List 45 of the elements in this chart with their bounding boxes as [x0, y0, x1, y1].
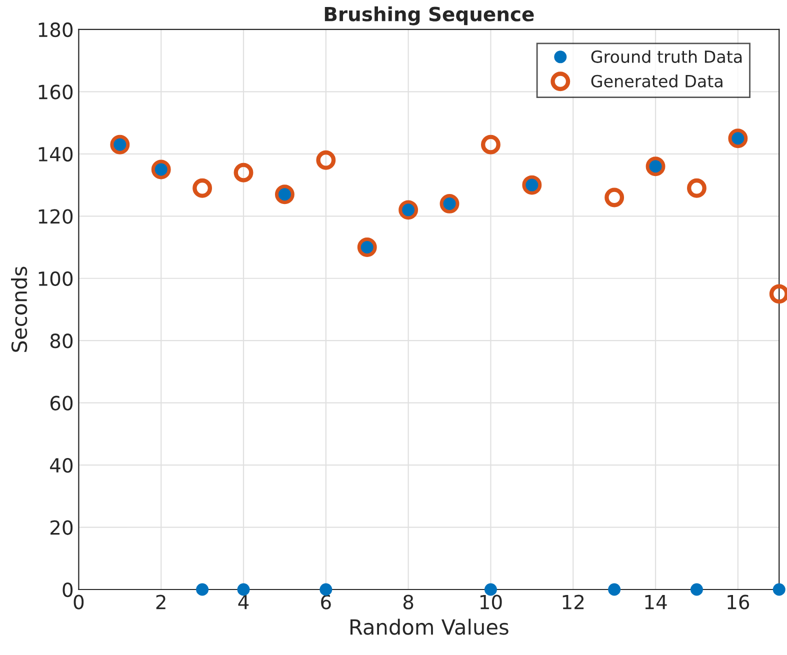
x-axis-title: Random Values [350, 618, 508, 635]
x-tick-label: 4 [238, 594, 249, 610]
point [237, 583, 250, 596]
y-tick-label: 60 [50, 396, 73, 410]
point [690, 583, 703, 596]
point [151, 160, 171, 180]
x-tick-label: 12 [562, 594, 584, 610]
y-tick-label: 140 [38, 146, 73, 162]
point [274, 184, 294, 204]
y-tick-label: 100 [38, 271, 73, 286]
y-tick-label: 160 [38, 84, 73, 100]
x-tick-label: 8 [403, 594, 414, 610]
legend-label: Generated Data [591, 74, 722, 88]
y-tick-label: 40 [50, 458, 73, 473]
point [192, 178, 212, 198]
point [440, 194, 460, 214]
point [604, 188, 624, 208]
point [608, 583, 621, 596]
x-tick-label: 0 [74, 594, 84, 610]
point [728, 128, 748, 148]
point [522, 175, 542, 195]
point [320, 583, 332, 596]
y-tick-label: 0 [62, 582, 73, 598]
y-tick-label: 20 [50, 520, 73, 535]
point [110, 134, 130, 154]
x-tick-label: 14 [645, 594, 667, 610]
point [772, 583, 786, 596]
point [316, 150, 336, 170]
y-tick-label: 120 [38, 209, 73, 224]
point [357, 238, 377, 257]
point [480, 134, 500, 154]
y-axis-title: Seconds [11, 266, 28, 352]
x-tick-label: 10 [480, 594, 502, 610]
point [196, 583, 209, 596]
x-tick-label: 16 [728, 594, 750, 610]
x-tick-label: 6 [321, 594, 331, 610]
point [646, 156, 666, 176]
point [398, 200, 418, 220]
chart-title: Brushing Sequence [324, 6, 534, 26]
x-tick-label: 2 [156, 594, 166, 610]
point [234, 162, 254, 182]
y-tick-label: 180 [38, 22, 73, 38]
y-tick-label: 80 [50, 334, 73, 348]
legend-label: Ground truth Data [591, 50, 742, 63]
point [687, 178, 706, 198]
